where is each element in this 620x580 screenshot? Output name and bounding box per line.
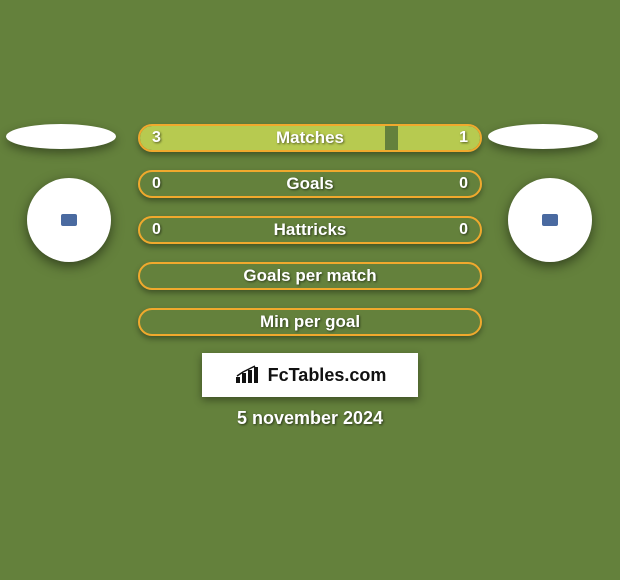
bar-row: Goals per match bbox=[138, 262, 482, 290]
comparison-bars: 31Matches00Goals00HattricksGoals per mat… bbox=[138, 124, 482, 354]
bar-label: Goals per match bbox=[140, 266, 480, 286]
bar-fill-left bbox=[140, 126, 385, 150]
bar-right-value: 0 bbox=[459, 221, 468, 239]
bar-left-value: 3 bbox=[152, 129, 161, 147]
bar-row: Min per goal bbox=[138, 308, 482, 336]
club-ball-right-inner bbox=[542, 214, 558, 226]
decor-ellipse-left bbox=[6, 124, 116, 149]
bar-right-value: 0 bbox=[459, 175, 468, 193]
decor-ellipse-right bbox=[488, 124, 598, 149]
bar-right-value: 1 bbox=[459, 129, 468, 147]
bar-label: Hattricks bbox=[140, 220, 480, 240]
bar-row: 0 0Hattricks bbox=[138, 216, 482, 244]
logo-text: FcTables.com bbox=[268, 365, 387, 386]
bar-left-value: 0 bbox=[152, 175, 161, 193]
logo-box: FcTables.com bbox=[202, 353, 418, 397]
bar-label: Min per goal bbox=[140, 312, 480, 332]
bar-row: 31Matches bbox=[138, 124, 482, 152]
date-line: 5 november 2024 bbox=[0, 408, 620, 429]
bar-label: Goals bbox=[140, 174, 480, 194]
bar-left-value: 0 bbox=[152, 221, 161, 239]
club-ball-left-inner bbox=[61, 214, 77, 226]
bar-row: 0 0Goals bbox=[138, 170, 482, 198]
logo-chart-icon bbox=[234, 365, 262, 385]
club-ball-right bbox=[508, 178, 592, 262]
club-ball-left bbox=[27, 178, 111, 262]
